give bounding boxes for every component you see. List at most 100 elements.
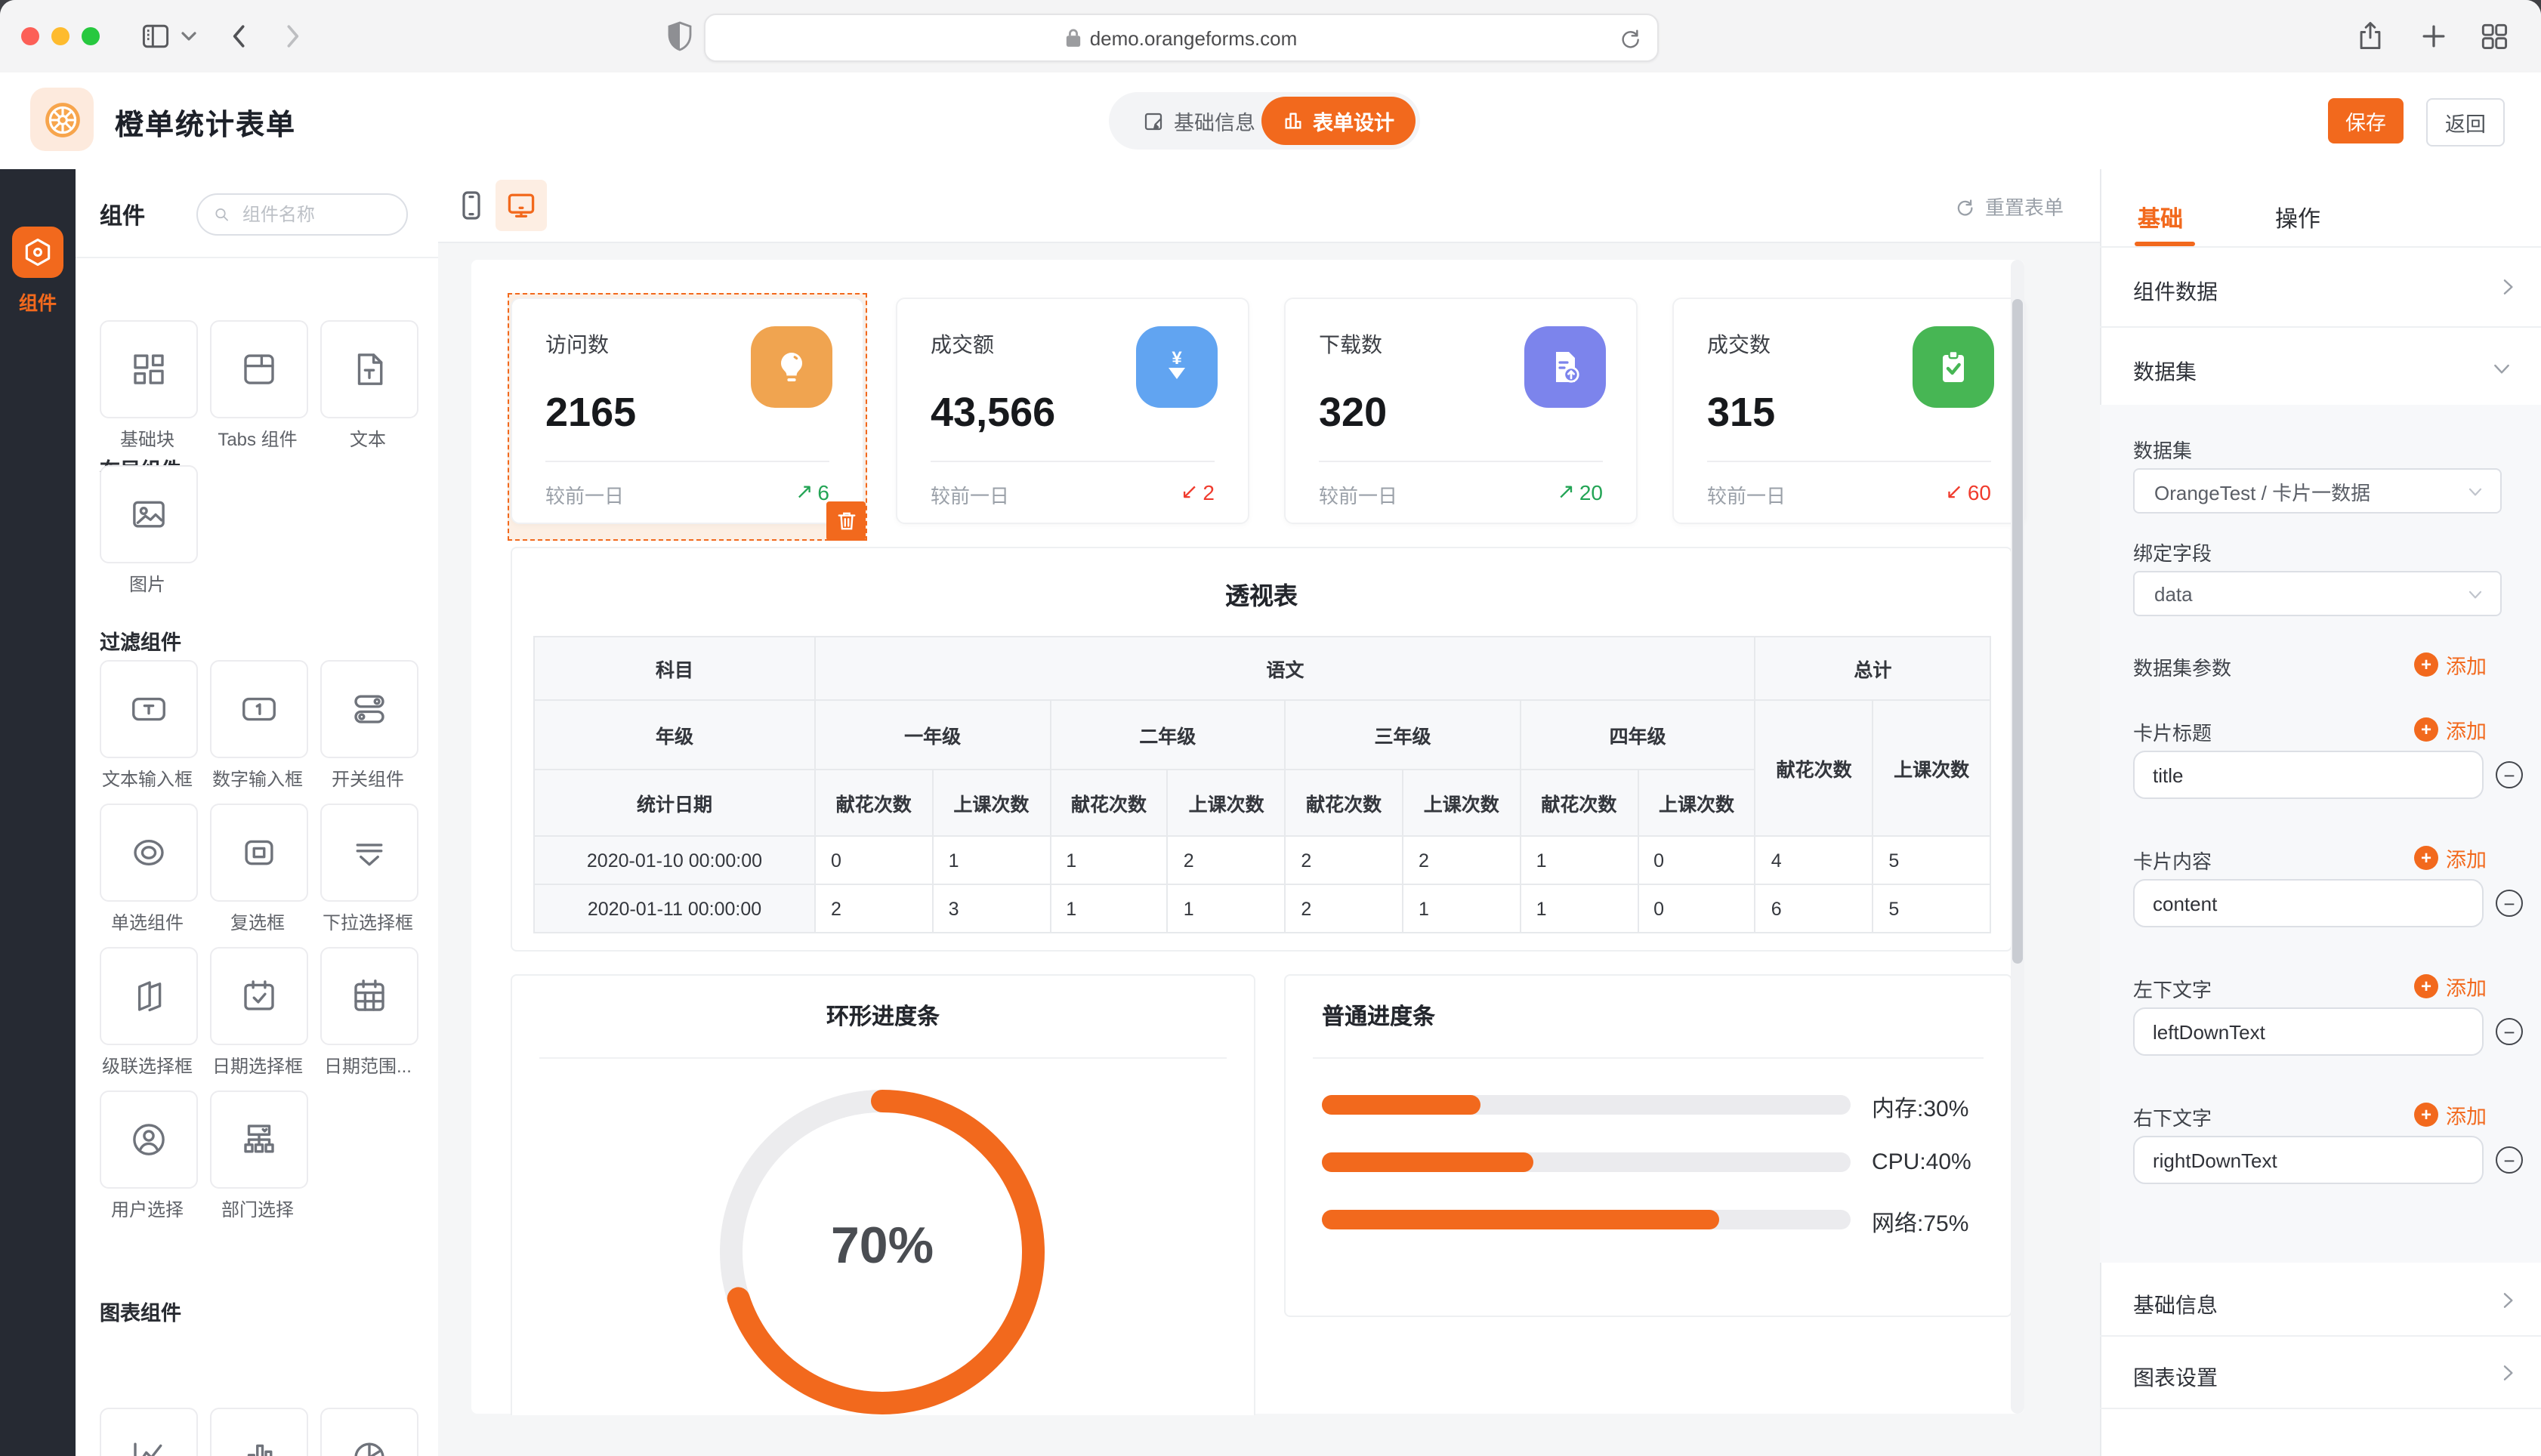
save-button-label: 保存 bbox=[2345, 112, 2386, 134]
component-date-picker[interactable] bbox=[210, 947, 308, 1045]
stat-card-turnover[interactable]: 成交额 ¥ 43,566 较前一日 ↙ 2 bbox=[896, 298, 1249, 524]
pivot-cell: 1 bbox=[1519, 884, 1639, 933]
remove-left-text-button[interactable]: − bbox=[2496, 1018, 2523, 1045]
inspector-tab-basic[interactable]: 基础 bbox=[2138, 207, 2184, 233]
pivot-header: 语文 bbox=[814, 636, 1756, 701]
section-filter-components: 过滤组件 bbox=[100, 631, 181, 654]
stat-card-visits[interactable]: 访问数 2165 较前一日 ↗ 6 bbox=[511, 298, 864, 524]
component-switch[interactable] bbox=[320, 660, 418, 758]
component-tabs[interactable] bbox=[210, 320, 308, 418]
pivot-cell: 0 bbox=[1637, 884, 1756, 933]
row-basic-info[interactable]: 基础信息 bbox=[2133, 1293, 2218, 1317]
rail-components-button[interactable] bbox=[12, 227, 63, 278]
divider bbox=[1707, 461, 1991, 462]
reset-form-button[interactable]: 重置表单 bbox=[1953, 169, 2064, 242]
back-button-header[interactable]: 返回 bbox=[2426, 98, 2505, 147]
add-right-text-button[interactable]: + 添加 bbox=[2414, 1100, 2487, 1130]
back-button[interactable] bbox=[224, 20, 257, 53]
component-checkbox[interactable] bbox=[210, 804, 308, 902]
tab-overview-icon[interactable] bbox=[2478, 20, 2511, 53]
component-text[interactable] bbox=[320, 320, 418, 418]
card-content-input[interactable] bbox=[2133, 879, 2484, 927]
remove-right-text-button[interactable]: − bbox=[2496, 1146, 2523, 1174]
bar-chart-comp-icon bbox=[247, 1444, 273, 1456]
right-text-input[interactable] bbox=[2133, 1136, 2484, 1184]
ring-progress-widget[interactable]: 环形进度条 70% bbox=[511, 974, 1255, 1415]
add-dataset-param-button[interactable]: + 添加 bbox=[2414, 649, 2487, 680]
reload-icon[interactable] bbox=[1618, 26, 1642, 50]
component-label: 下拉选择框 bbox=[322, 912, 413, 933]
inspector-tab-action[interactable]: 操作 bbox=[2275, 207, 2321, 233]
search-input[interactable] bbox=[239, 202, 391, 227]
component-bar-chart[interactable] bbox=[210, 1408, 308, 1456]
component-text-input[interactable] bbox=[100, 660, 198, 758]
component-search[interactable] bbox=[196, 193, 408, 236]
component-dept-select[interactable] bbox=[210, 1090, 308, 1189]
sidebar-icon[interactable] bbox=[139, 20, 172, 53]
pivot-table-widget[interactable]: 透视表 科目 语文 总计 年级 一年级 二年级 三年级 四年级 献花次数 上课次… bbox=[511, 547, 2012, 952]
card-title-input[interactable] bbox=[2133, 751, 2484, 799]
add-card-title-button[interactable]: + 添加 bbox=[2414, 714, 2487, 745]
pivot-cell: 2 bbox=[1284, 835, 1403, 885]
sidebar-chevron-icon[interactable] bbox=[181, 30, 196, 42]
chevron-right-icon[interactable] bbox=[2496, 1361, 2520, 1385]
save-button[interactable]: 保存 bbox=[2328, 98, 2404, 143]
component-line-chart[interactable] bbox=[100, 1408, 198, 1456]
address-bar[interactable]: demo.orangeforms.com bbox=[704, 14, 1659, 62]
close-window-button[interactable] bbox=[21, 27, 39, 45]
stat-card-downloads[interactable]: 下载数 320 较前一日 ↗ 20 bbox=[1284, 298, 1638, 524]
component-number-input[interactable] bbox=[210, 660, 308, 758]
new-tab-icon[interactable] bbox=[2417, 20, 2450, 53]
privacy-shield-icon[interactable] bbox=[668, 21, 692, 51]
rail-components-label[interactable]: 组件 bbox=[18, 293, 57, 314]
component-select[interactable] bbox=[320, 804, 418, 902]
mobile-preview-button[interactable] bbox=[453, 187, 489, 224]
row-component-data[interactable]: 组件数据 bbox=[2133, 279, 2218, 304]
chevron-right-icon[interactable] bbox=[2496, 1288, 2520, 1313]
url-text: demo.orangeforms.com bbox=[1089, 26, 1298, 49]
pivot-cell: 5 bbox=[1872, 884, 1991, 933]
canvas-scrollbar-thumb[interactable] bbox=[2012, 299, 2023, 964]
row-chart-settings[interactable]: 图表设置 bbox=[2133, 1365, 2218, 1390]
zoom-window-button[interactable] bbox=[82, 27, 100, 45]
pivot-header: 献花次数 bbox=[814, 769, 934, 837]
component-pie-chart[interactable] bbox=[320, 1408, 418, 1456]
trash-icon bbox=[837, 512, 855, 530]
component-user-select[interactable] bbox=[100, 1090, 198, 1189]
remove-card-title-button[interactable]: − bbox=[2496, 761, 2523, 788]
pivot-cell: 1 bbox=[1401, 884, 1521, 933]
bar-progress-widget[interactable]: 普通进度条 内存:30% CPU:40% 网络:75% bbox=[1284, 974, 2012, 1317]
dataset-select[interactable]: OrangeTest / 卡片一数据 bbox=[2133, 468, 2502, 514]
pivot-header: 总计 bbox=[1754, 636, 1991, 701]
component-cascader[interactable] bbox=[100, 947, 198, 1045]
desktop-preview-button[interactable] bbox=[496, 180, 547, 231]
add-left-text-button[interactable]: + 添加 bbox=[2414, 971, 2487, 1001]
chevron-down-icon[interactable] bbox=[2490, 356, 2514, 381]
minimize-window-button[interactable] bbox=[51, 27, 69, 45]
progress-bar-label: 网络:75% bbox=[1872, 1211, 1969, 1237]
component-date-range[interactable] bbox=[320, 947, 418, 1045]
bind-field-value: data bbox=[2154, 582, 2193, 605]
pivot-cell: 0 bbox=[814, 835, 934, 885]
left-text-label: 左下文字 bbox=[2133, 979, 2212, 1001]
tab-basic-info[interactable]: 基础信息 bbox=[1142, 92, 1255, 150]
forward-button[interactable] bbox=[275, 20, 308, 53]
bind-field-select[interactable]: data bbox=[2133, 571, 2502, 616]
stat-card-deals[interactable]: 成交数 315 较前一日 ↙ 60 bbox=[1672, 298, 2026, 524]
component-radio[interactable] bbox=[100, 804, 198, 902]
user-icon bbox=[133, 1124, 165, 1155]
row-dataset[interactable]: 数据集 bbox=[2133, 359, 2197, 384]
tab-form-design[interactable]: 表单设计 bbox=[1261, 97, 1416, 145]
component-basic-block[interactable] bbox=[100, 320, 198, 418]
component-image[interactable] bbox=[100, 465, 198, 563]
left-text-input[interactable] bbox=[2133, 1007, 2484, 1056]
cascader-icon bbox=[137, 981, 162, 1012]
share-icon[interactable] bbox=[2354, 20, 2387, 53]
divider bbox=[1313, 1057, 1984, 1059]
plus-circle-icon: + bbox=[2414, 652, 2438, 677]
add-card-content-button[interactable]: + 添加 bbox=[2414, 843, 2487, 873]
chevron-right-icon[interactable] bbox=[2496, 275, 2520, 299]
remove-card-content-button[interactable]: − bbox=[2496, 890, 2523, 917]
delete-widget-button[interactable] bbox=[826, 501, 866, 541]
